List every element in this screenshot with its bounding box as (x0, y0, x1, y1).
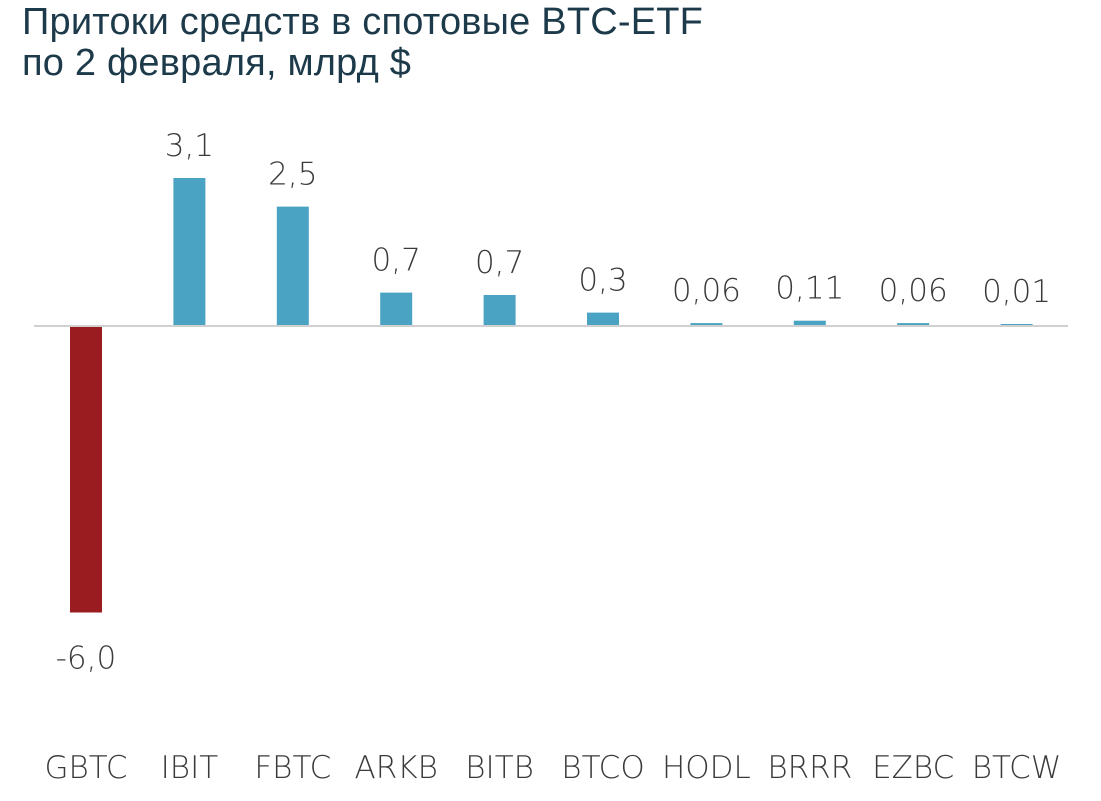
category-label-btco: BTCO (561, 750, 644, 786)
category-label-ibit: IBIT (161, 750, 219, 786)
bar-ibit (173, 178, 206, 326)
chart-title-line-1: Притоки средств в спотовые BTC-ETF (22, 1, 704, 43)
bar-ezbc (897, 323, 930, 326)
value-label-btco: 0,3 (578, 263, 627, 299)
category-label-ezbc: EZBC (872, 750, 954, 786)
bar-gbtc (70, 326, 102, 613)
category-label-btcw: BTCW (972, 750, 1062, 786)
category-label-gbtc: GBTC (44, 750, 127, 786)
category-label-fbtc: FBTC (254, 750, 331, 786)
category-labels-group: GBTC IBIT FBTC ARKB BITB BTCO HODL BRRR EZBC BTCW (44, 750, 1061, 786)
category-label-bitb: BITB (465, 750, 534, 786)
chart-title: Притоки средств в спотовые BTC-ETF по 2 … (22, 2, 703, 84)
value-label-brrr: 0,11 (775, 271, 844, 307)
category-label-brrr: BRRR (767, 750, 852, 786)
bars-group (70, 178, 1033, 613)
bar-bitb (483, 295, 516, 326)
category-label-arkb: ARKB (355, 750, 438, 786)
value-label-gbtc: -6,0 (56, 641, 117, 677)
value-labels-group: -6,0 3,1 2,5 0,7 0,7 0,3 0,06 0,11 0,06 0,01 (56, 128, 1051, 677)
value-label-bitb: 0,7 (475, 245, 524, 281)
value-label-ibit: 3,1 (165, 128, 214, 164)
chart-title-line-2: по 2 февраля, млрд $ (22, 42, 412, 84)
bar-hodl (690, 323, 723, 326)
bar-brrr (793, 320, 826, 326)
value-label-arkb: 0,7 (372, 243, 421, 279)
value-label-btcw: 0,01 (982, 274, 1051, 310)
value-label-fbtc: 2,5 (268, 157, 317, 193)
value-label-ezbc: 0,06 (879, 273, 948, 309)
value-label-hodl: 0,06 (672, 273, 741, 309)
category-label-hodl: HODL (662, 750, 751, 786)
bar-fbtc (276, 206, 309, 326)
bar-btco (587, 312, 619, 326)
bar-arkb (380, 292, 413, 326)
